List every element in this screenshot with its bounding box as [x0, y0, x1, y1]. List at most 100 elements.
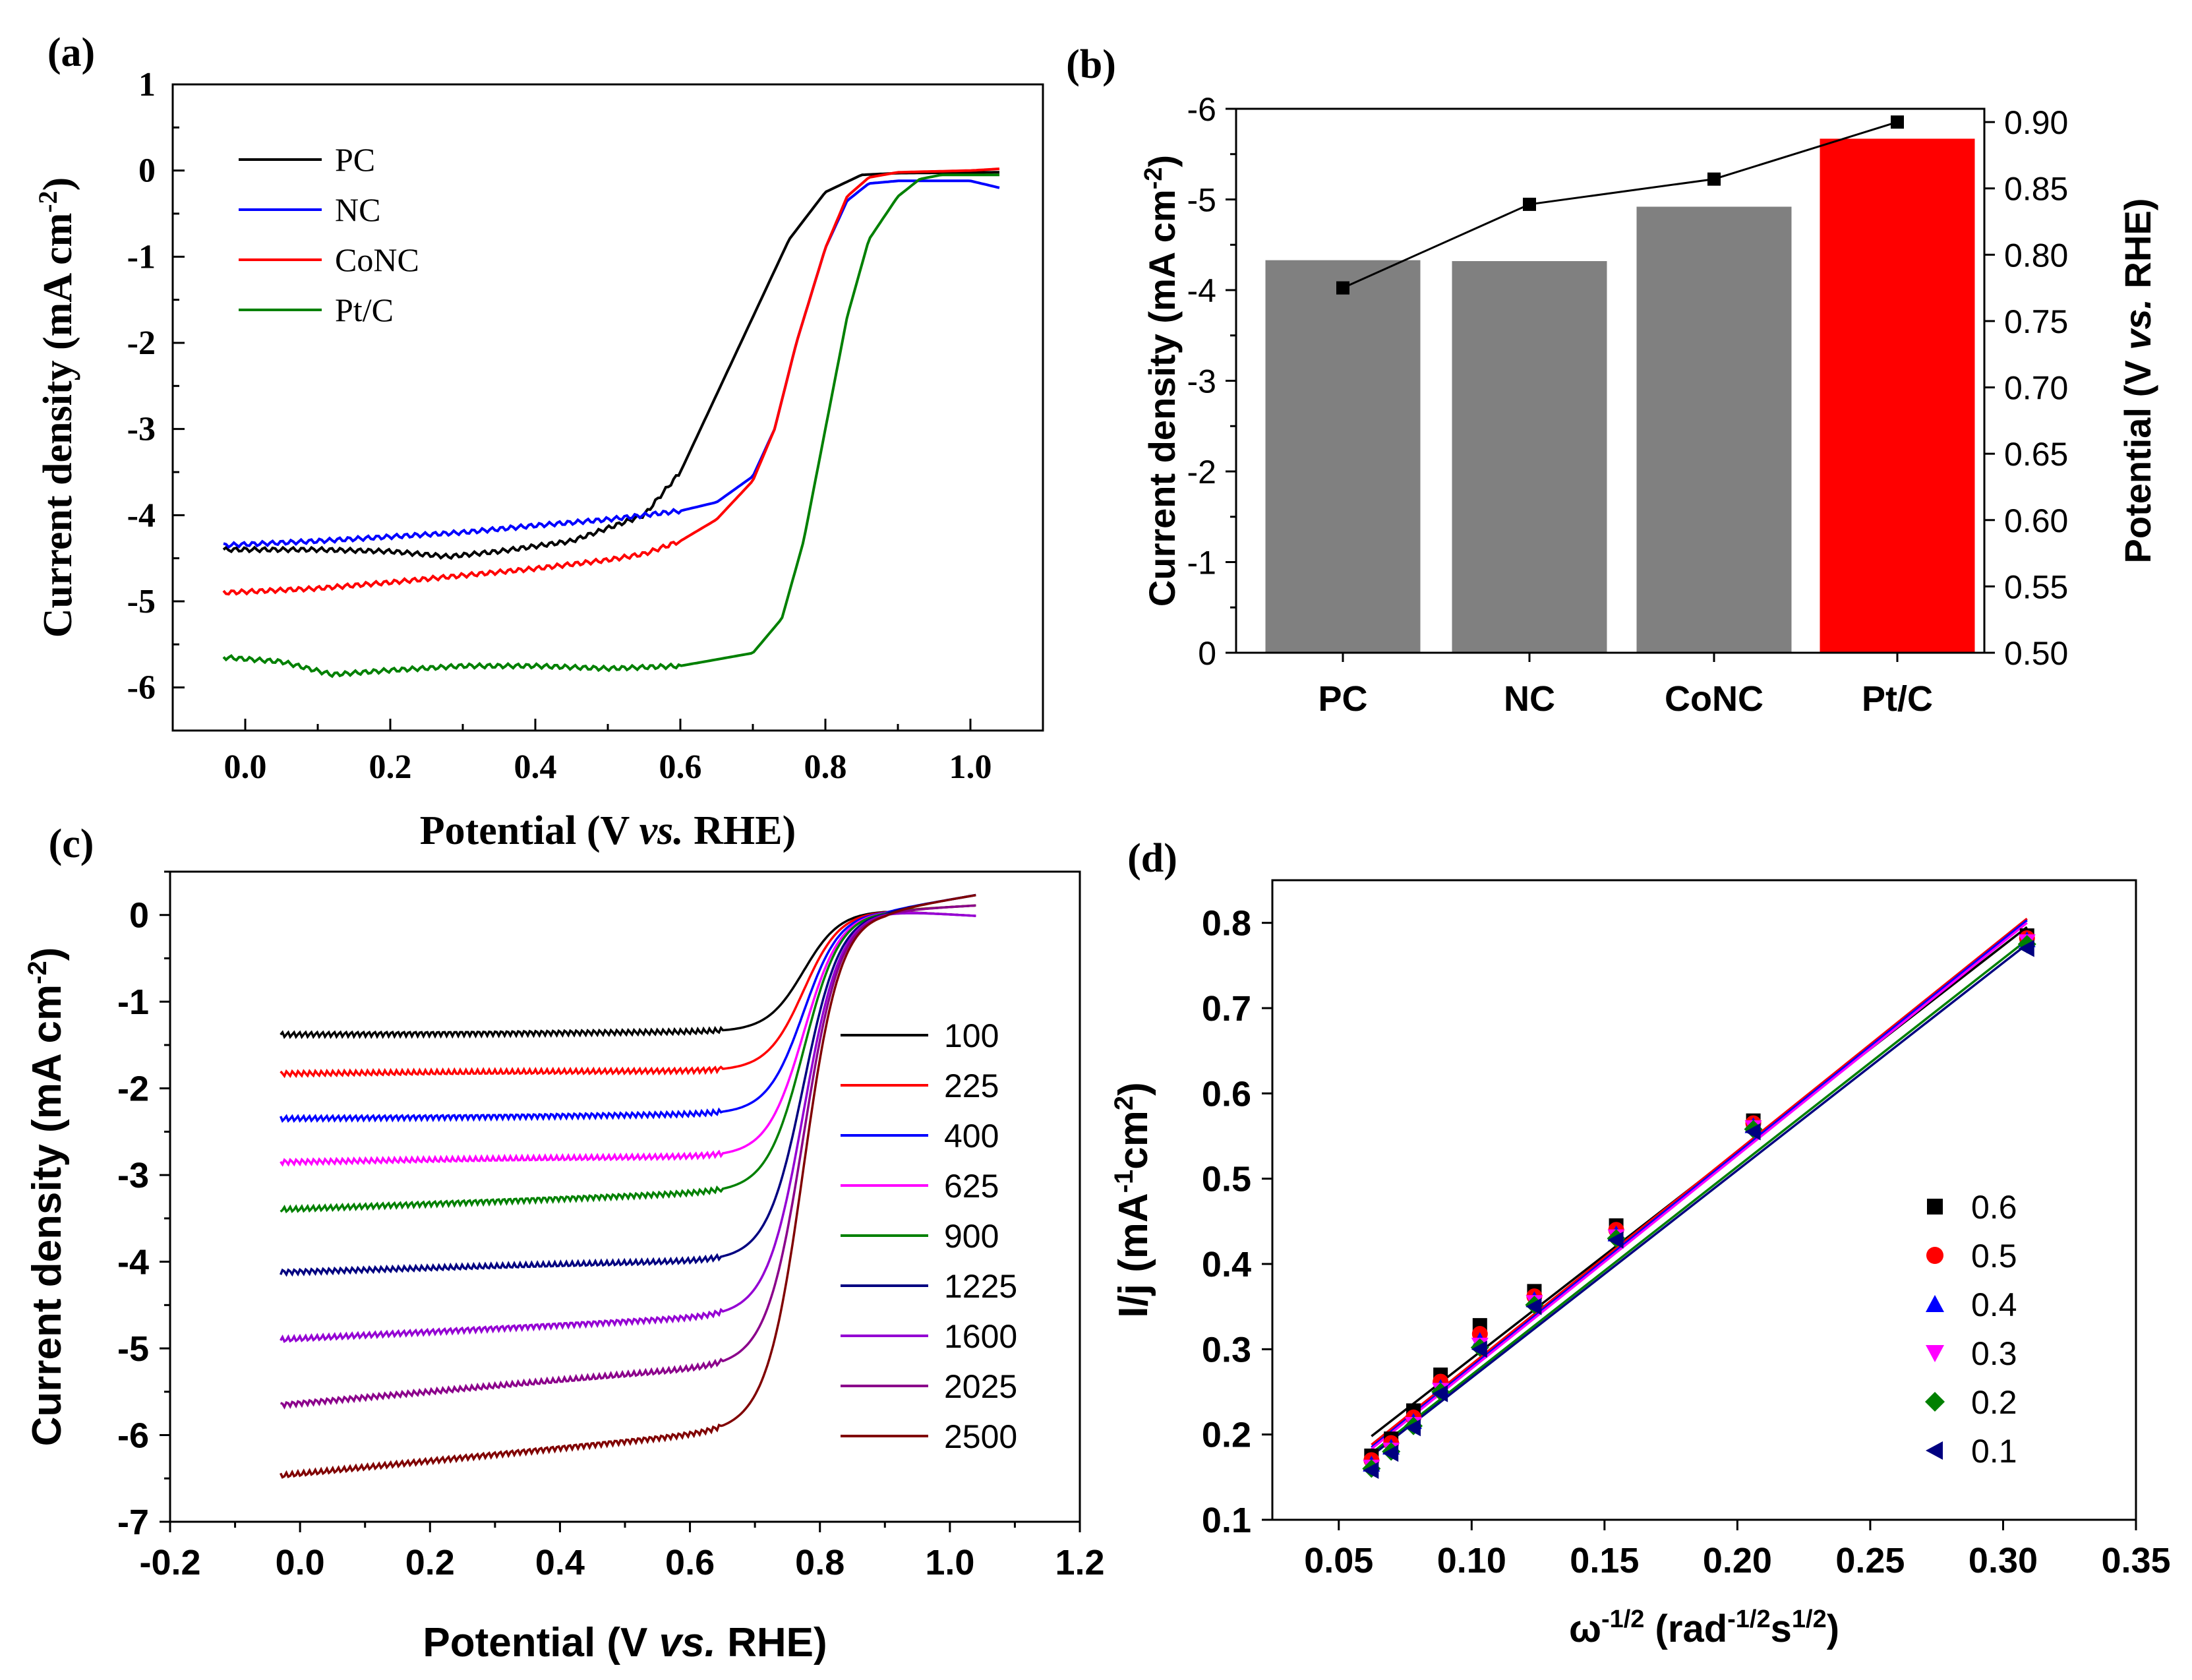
panel-d-ytick-label: 0.1: [1202, 1501, 1251, 1540]
panel-a: (a) 0.0 0.2 0.4 0.6 0.8 1.0 1 0 -1 -2 -3 -4 -5 -6 Poten…: [33, 30, 1044, 853]
panel-a-ytick-label: 0: [138, 152, 156, 190]
panel-b-bar-nc: [1452, 261, 1607, 653]
panel-d-legend-marker: [1926, 1247, 1943, 1264]
panel-c-legend-label: 1600: [944, 1318, 1017, 1355]
panel-c-legend-label: 1225: [944, 1268, 1017, 1305]
panel-b-y2tick-label: 0.70: [2004, 370, 2068, 407]
panel-d-legend-label: 0.3: [1971, 1335, 2017, 1372]
panel-d-ytick-label: 0.3: [1202, 1330, 1251, 1369]
panel-a-xtick-label: 0.0: [224, 748, 267, 786]
panel-d-xtick-label: 0.35: [2101, 1541, 2170, 1580]
panel-c-legend-label: 2025: [944, 1368, 1017, 1405]
panel-d-point-0.1: [1382, 1445, 1399, 1462]
panel-a-series-ptc: [222, 173, 999, 678]
panel-c-xtick-label: 0.8: [795, 1543, 844, 1582]
panel-c-series-900: [280, 904, 976, 1214]
panel-d-xtick-label: 0.15: [1570, 1541, 1639, 1580]
panel-c-legend-label: 400: [944, 1118, 999, 1155]
panel-d-xlabel: ω-1/2 (rad-1/2s1/2): [1569, 1605, 1839, 1650]
panel-d-point-0.1: [1405, 1419, 1421, 1437]
panel-b-potential-point: [1523, 197, 1536, 211]
panel-d-legend-label: 0.5: [1971, 1238, 2017, 1275]
panel-b-bar-pc: [1265, 260, 1421, 653]
panel-b-y2tick-label: 0.75: [2004, 303, 2068, 340]
panel-c-ytick-label: -6: [117, 1416, 149, 1456]
panel-a-ytick-label: -4: [127, 496, 156, 534]
panel-c: (c) -0.2 0.0 0.2 0.4 0.6 0.8 1.0 1.2 0 -1 -2 -3 -4 -5 -…: [23, 822, 1105, 1665]
panel-d-label: (d): [1127, 836, 1177, 881]
panel-b-y2tick-label: 0.85: [2004, 171, 2068, 208]
panel-d-frame: [1271, 879, 2137, 1521]
panel-a-series-pc: [222, 171, 999, 560]
panel-b-ytick-label: -2: [1187, 454, 1216, 491]
panel-d-xtick-label: 0.30: [1969, 1541, 2038, 1580]
panel-b-potential-point: [1707, 172, 1721, 186]
panel-d-ytick-label: 0.4: [1202, 1245, 1251, 1284]
panel-d-point-0.1: [1432, 1385, 1448, 1402]
panel-c-xtick-label: 1.0: [925, 1543, 974, 1582]
panel-a-xtick-label: 0.2: [369, 748, 412, 786]
panel-a-legend-label: NC: [335, 191, 380, 228]
panel-c-series-225: [280, 904, 976, 1079]
panel-d-point-0.1: [1471, 1340, 1487, 1358]
panel-c-series-625: [280, 911, 976, 1167]
panel-a-xtick-label: 1.0: [949, 748, 992, 786]
panel-d-legend-label: 0.6: [1971, 1189, 2017, 1226]
panel-b-label: (b): [1066, 42, 1116, 87]
panel-d-fit-0.3: [1371, 922, 2028, 1451]
panel-c-ytick-label: -3: [117, 1156, 149, 1195]
panel-d-xtick-label: 0.10: [1437, 1541, 1506, 1580]
panel-b-ytick-label: -4: [1187, 272, 1216, 309]
panel-c-series-2500: [280, 893, 976, 1479]
panel-b-ytick-label: -1: [1187, 545, 1216, 582]
panel-c-xtick-label: 0.4: [535, 1543, 585, 1582]
panel-c-ytick-label: -1: [117, 982, 149, 1022]
panel-a-ylabel: Current density (mA cm-2): [33, 177, 80, 638]
panel-d-legend-label: 0.4: [1971, 1286, 2017, 1323]
panel-a-series-nc: [223, 179, 1000, 549]
panel-d-fit-0.2: [1371, 939, 2028, 1455]
panel-d-ytick-label: 0.7: [1202, 989, 1251, 1029]
panel-d-xtick-label: 0.05: [1304, 1541, 1373, 1580]
panel-a-xlabel: Potential (V vs. RHE): [420, 808, 796, 853]
panel-a-series-conc: [222, 167, 1000, 596]
panel-a-legend-label: CoNC: [335, 241, 419, 278]
panel-d-xtick-label: 0.25: [1835, 1541, 1905, 1580]
panel-c-legend-label: 900: [944, 1218, 999, 1255]
panel-c-ytick-label: 0: [129, 896, 149, 936]
panel-b-ytick-label: -5: [1187, 182, 1216, 219]
panel-d-legend-marker: [1925, 1392, 1945, 1412]
panel-c-ytick-label: -2: [117, 1069, 149, 1109]
panel-c-legend-label: 100: [944, 1017, 999, 1054]
panel-c-xtick-label: 0.6: [665, 1543, 715, 1582]
panel-c-series-1225: [279, 893, 976, 1277]
panel-b-ytick-label: -6: [1187, 91, 1216, 128]
panel-d-point-0.1: [2018, 940, 2034, 957]
panel-d-ytick-label: 0.8: [1202, 904, 1251, 944]
panel-c-ylabel: Current density (mA cm-2): [23, 947, 70, 1447]
panel-c-label: (c): [49, 822, 94, 866]
panel-d-xtick-label: 0.20: [1703, 1541, 1772, 1580]
panel-c-frame: [169, 870, 1081, 1523]
panel-b-category-label: Pt/C: [1862, 679, 1933, 719]
panel-d-legend-marker: [1926, 1295, 1944, 1312]
panel-a-xtick-label: 0.8: [804, 748, 847, 786]
panel-d-legend-marker: [1926, 1345, 1944, 1362]
panel-d-point-0.1: [1526, 1298, 1542, 1315]
panel-b-y2tick-label: 0.90: [2004, 104, 2068, 141]
panel-c-legend-label: 2500: [944, 1418, 1017, 1455]
panel-b-potential-point: [1891, 115, 1904, 129]
panel-c-series-2025: [280, 904, 976, 1410]
panel-c-ytick-label: -5: [117, 1329, 149, 1369]
panel-d-fit-0.4: [1371, 919, 2028, 1449]
panel-d-legend-marker: [1927, 1199, 1943, 1215]
panel-d-ylabel: I/j (mA-1cm2): [1110, 1082, 1156, 1318]
panel-a-ytick-label: -6: [127, 669, 156, 707]
panel-c-legend-label: 625: [944, 1168, 999, 1205]
panel-a-xtick-label: 0.4: [514, 748, 557, 786]
panel-d-ytick-label: 0.6: [1202, 1074, 1251, 1114]
panel-d-point-0.1: [1744, 1123, 1761, 1141]
panel-a-ytick-label: 1: [138, 66, 156, 104]
panel-b-potential-point: [1336, 281, 1349, 295]
